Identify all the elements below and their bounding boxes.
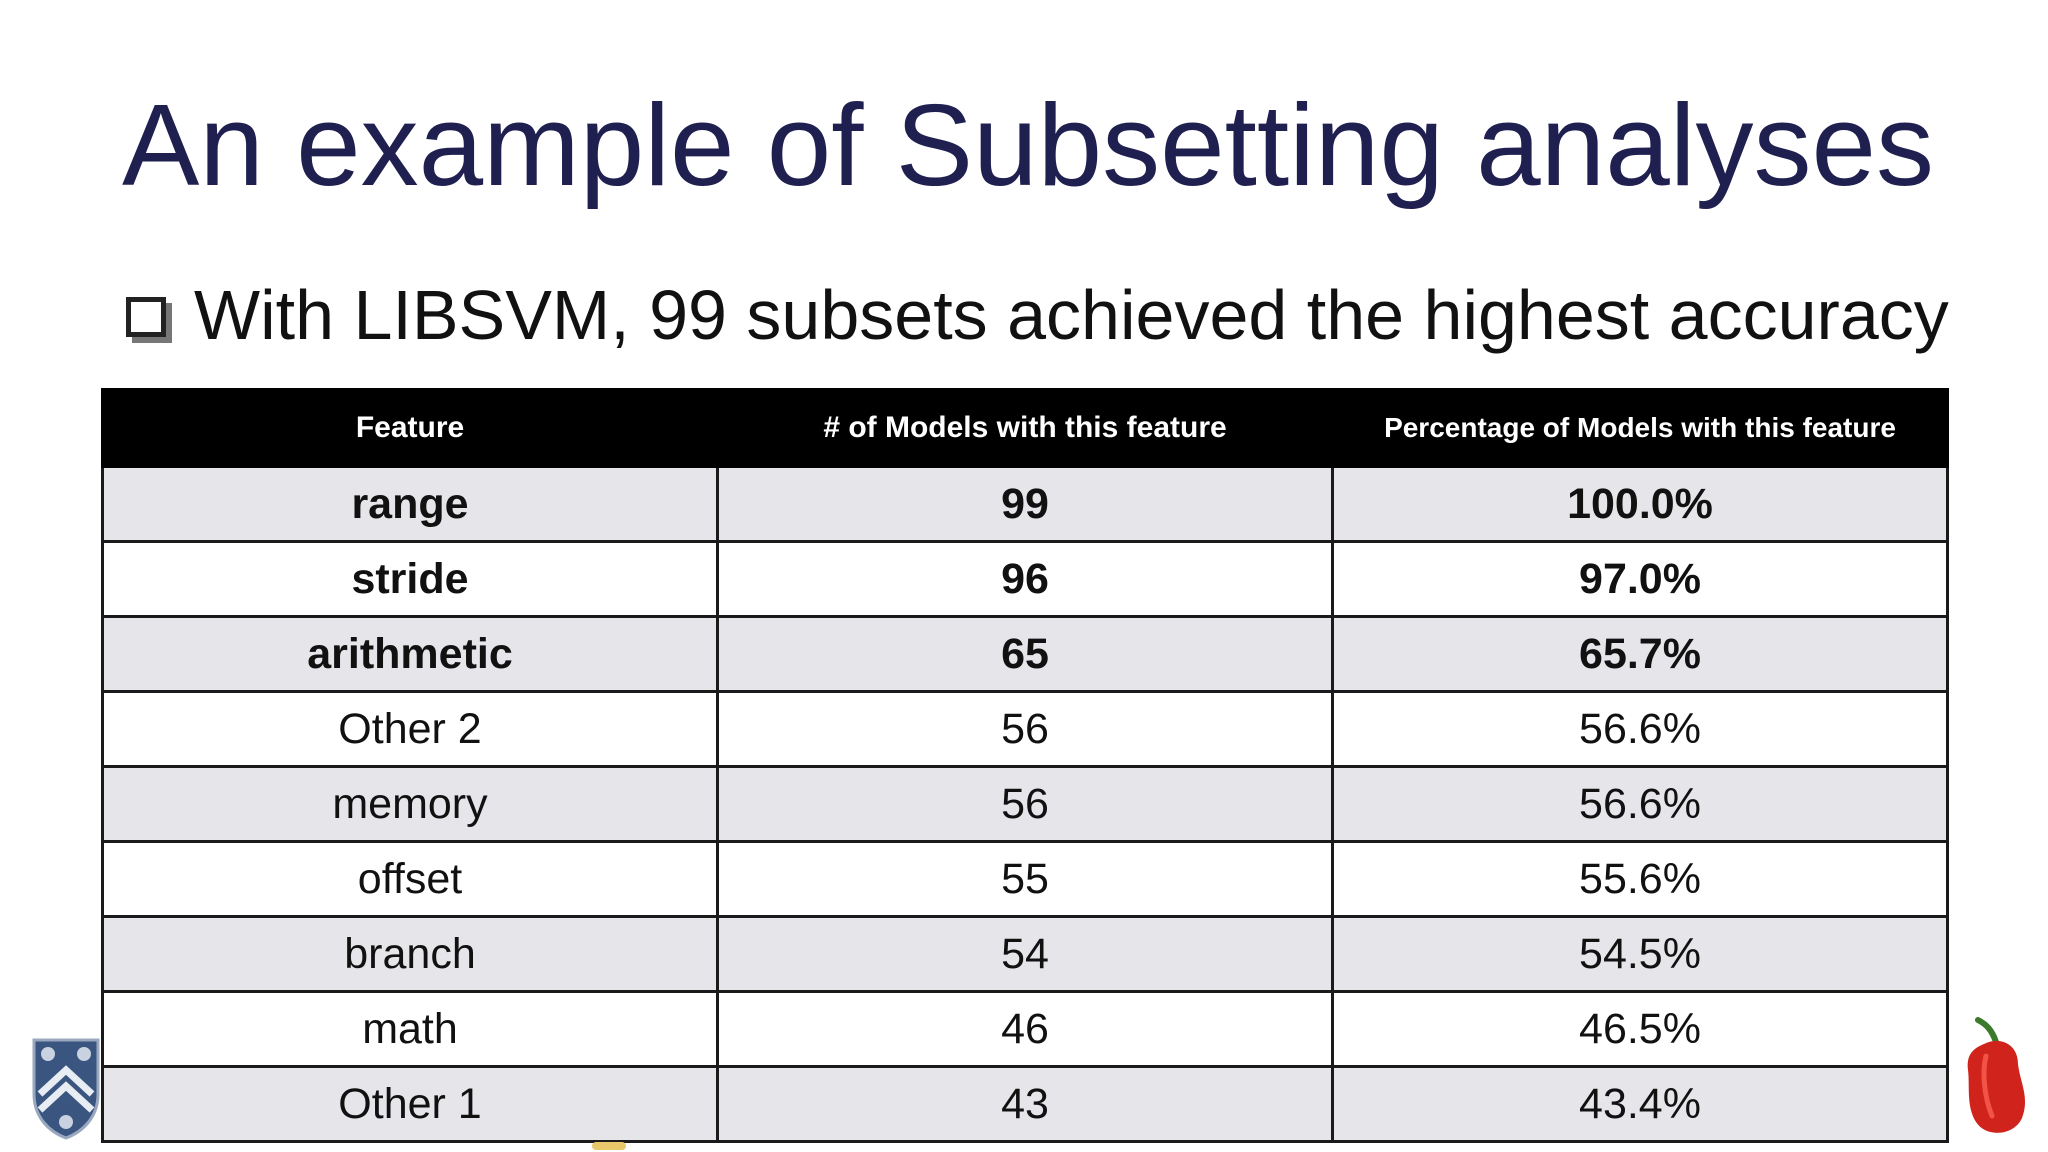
count-cell: 65 bbox=[716, 615, 1334, 693]
feature-cell: offset bbox=[101, 840, 719, 918]
feature-cell: stride bbox=[101, 540, 719, 618]
percent-cell: 100.0% bbox=[1331, 465, 1949, 543]
count-cell: 54 bbox=[716, 915, 1334, 993]
percent-cell: 54.5% bbox=[1331, 915, 1949, 993]
table-row: stride 96 97.0% bbox=[101, 540, 1949, 618]
percent-cell: 46.5% bbox=[1331, 990, 1949, 1068]
table-row: range 99 100.0% bbox=[101, 465, 1949, 543]
feature-cell: arithmetic bbox=[101, 615, 719, 693]
percent-cell: 56.6% bbox=[1331, 690, 1949, 768]
hollow-square-bullet-icon bbox=[126, 297, 166, 337]
table-row: offset 55 55.6% bbox=[101, 840, 1949, 918]
percent-cell: 55.6% bbox=[1331, 840, 1949, 918]
percent-cell: 56.6% bbox=[1331, 765, 1949, 843]
table-row: math 46 46.5% bbox=[101, 990, 1949, 1068]
decorative-mark bbox=[592, 1142, 626, 1150]
feature-cell: math bbox=[101, 990, 719, 1068]
table-row: Other 1 43 43.4% bbox=[101, 1065, 1949, 1143]
percent-cell: 97.0% bbox=[1331, 540, 1949, 618]
column-header-percentage: Percentage of Models with this feature bbox=[1331, 388, 1949, 468]
column-header-count: # of Models with this feature bbox=[716, 388, 1334, 468]
table-header-row: Feature # of Models with this feature Pe… bbox=[101, 388, 1949, 468]
count-cell: 96 bbox=[716, 540, 1334, 618]
university-crest-icon bbox=[32, 1038, 100, 1140]
count-cell: 56 bbox=[716, 765, 1334, 843]
feature-cell: memory bbox=[101, 765, 719, 843]
feature-cell: range bbox=[101, 465, 719, 543]
column-header-feature: Feature bbox=[101, 388, 719, 468]
feature-cell: branch bbox=[101, 915, 719, 993]
count-cell: 99 bbox=[716, 465, 1334, 543]
bullet-point: With LIBSVM, 99 subsets achieved the hig… bbox=[126, 270, 1949, 360]
percent-cell: 43.4% bbox=[1331, 1065, 1949, 1143]
feature-cell: Other 2 bbox=[101, 690, 719, 768]
table-row: memory 56 56.6% bbox=[101, 765, 1949, 843]
bullet-text: With LIBSVM, 99 subsets achieved the hig… bbox=[194, 276, 1949, 354]
slide-title: An example of Subsetting analyses bbox=[122, 80, 1934, 210]
count-cell: 46 bbox=[716, 990, 1334, 1068]
table-row: branch 54 54.5% bbox=[101, 915, 1949, 993]
percent-cell: 65.7% bbox=[1331, 615, 1949, 693]
feature-cell: Other 1 bbox=[101, 1065, 719, 1143]
chili-pepper-icon bbox=[1967, 1017, 2026, 1133]
count-cell: 55 bbox=[716, 840, 1334, 918]
count-cell: 56 bbox=[716, 690, 1334, 768]
table-row: arithmetic 65 65.7% bbox=[101, 615, 1949, 693]
table-row: Other 2 56 56.6% bbox=[101, 690, 1949, 768]
feature-table: Feature # of Models with this feature Pe… bbox=[101, 388, 1949, 1143]
count-cell: 43 bbox=[716, 1065, 1334, 1143]
